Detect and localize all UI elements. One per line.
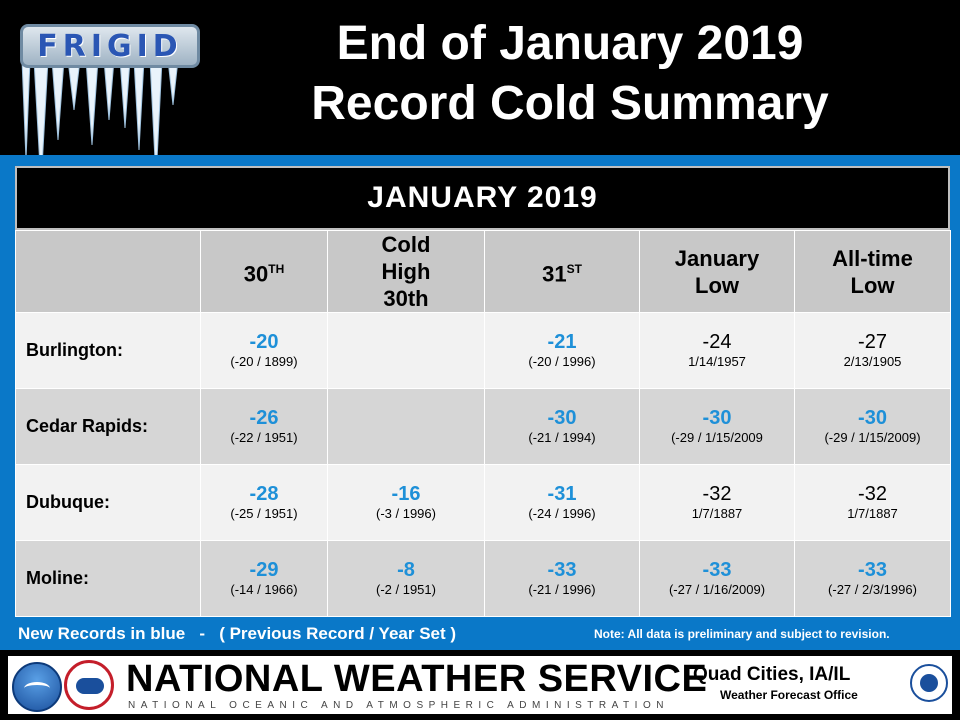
- table-cell: -26 (-22 / 1951): [200, 388, 328, 465]
- table-cell: -30 (-29 / 1/15/2009): [794, 388, 951, 465]
- title-line-2: Record Cold Summary: [311, 77, 829, 130]
- org-name: NATIONAL WEATHER SERVICE: [126, 658, 708, 700]
- site-name: Moline:: [15, 540, 201, 617]
- table-cell: -32 1/7/1887: [639, 464, 795, 541]
- column-header-site: [15, 230, 201, 313]
- table-cell: [327, 312, 485, 389]
- column-header-30th: 30TH: [200, 230, 328, 313]
- noaa-logo: [12, 662, 62, 712]
- table-row: Dubuque: -28 (-25 / 1951) -16 (-3 / 1996) …: [15, 464, 951, 541]
- records-grid: 30TH Cold High 30th 31ST January Low All…: [15, 230, 951, 617]
- table-cell: -27 2/13/1905: [794, 312, 951, 389]
- site-name: Burlington:: [15, 312, 201, 389]
- column-header-cold-high: Cold High 30th: [327, 230, 485, 313]
- office-subtitle: Weather Forecast Office: [720, 688, 858, 702]
- column-header-january-low: January Low: [639, 230, 795, 313]
- nws-banner: NATIONAL WEATHER SERVICE NATIONAL OCEANI…: [0, 650, 960, 720]
- table-row: Moline: -29 (-14 / 1966) -8 (-2 / 1951) -3…: [15, 540, 951, 617]
- summary-table: JANUARY 2019 30TH Cold High 30th 31ST Ja…: [15, 166, 951, 617]
- nws-logo: [64, 660, 114, 710]
- table-cell: -33 (-21 / 1996): [484, 540, 640, 617]
- table-cell: -28 (-25 / 1951): [200, 464, 328, 541]
- table-cell: -8 (-2 / 1951): [327, 540, 485, 617]
- page-title: End of January 2019 Record Cold Summary: [210, 14, 930, 134]
- title-area: FRIGID End of January 2019 Record Cold S…: [0, 0, 960, 180]
- org-subtitle: NATIONAL OCEANIC AND ATMOSPHERIC ADMINIS…: [128, 700, 669, 711]
- column-header-31st: 31ST: [484, 230, 640, 313]
- table-cell: -33 (-27 / 1/16/2009): [639, 540, 795, 617]
- table-cell: -16 (-3 / 1996): [327, 464, 485, 541]
- table-cell: -24 1/14/1957: [639, 312, 795, 389]
- table-cell: -33 (-27 / 2/3/1996): [794, 540, 951, 617]
- table-cell: -30 (-29 / 1/15/2009: [639, 388, 795, 465]
- site-name: Cedar Rapids:: [15, 388, 201, 465]
- banner-panel: NATIONAL WEATHER SERVICE NATIONAL OCEANI…: [8, 656, 952, 714]
- table-cell: -20 (-20 / 1899): [200, 312, 328, 389]
- table-row: Cedar Rapids: -26 (-22 / 1951) -30 (-21 / …: [15, 388, 951, 465]
- frigid-badge: FRIGID: [20, 24, 200, 68]
- table-cell: -29 (-14 / 1966): [200, 540, 328, 617]
- legend-text: New Records in blue - ( Previous Record …: [18, 624, 457, 643]
- table-cell: -30 (-21 / 1994): [484, 388, 640, 465]
- site-name: Dubuque:: [15, 464, 201, 541]
- doc-logo: [910, 664, 948, 702]
- column-header-all-time-low: All-time Low: [794, 230, 951, 313]
- table-cell: -21 (-20 / 1996): [484, 312, 640, 389]
- icicle-frigid-logo: FRIGID: [8, 10, 200, 180]
- month-header: JANUARY 2019: [15, 166, 950, 230]
- table-cell: [327, 388, 485, 465]
- column-header-row: 30TH Cold High 30th 31ST January Low All…: [15, 230, 951, 313]
- disclaimer-note: Note: All data is preliminary and subjec…: [594, 627, 890, 641]
- title-line-1: End of January 2019: [336, 17, 804, 70]
- table-row: Burlington: -20 (-20 / 1899) -21 (-20 / 19…: [15, 312, 951, 389]
- office-name: Quad Cities, IA/IL: [693, 664, 851, 685]
- table-cell: -31 (-24 / 1996): [484, 464, 640, 541]
- table-cell: -32 1/7/1887: [794, 464, 951, 541]
